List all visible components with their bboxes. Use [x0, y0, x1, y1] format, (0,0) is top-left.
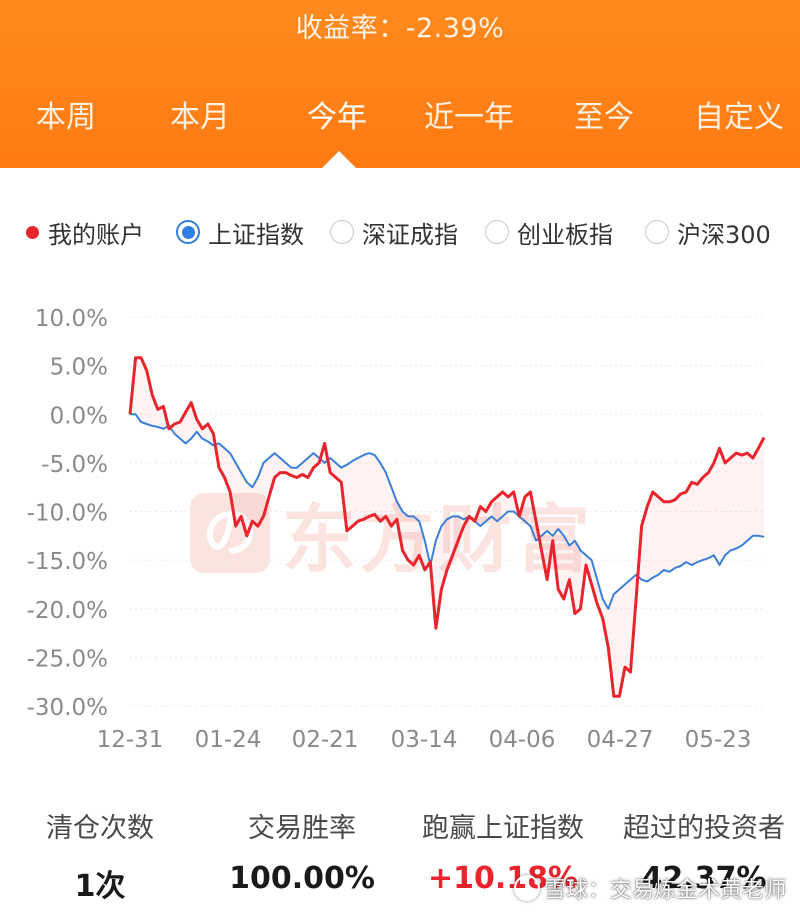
stat-outperform-index: 跑赢上证指数 +10.18% — [403, 806, 603, 896]
xueqiu-snowball-icon — [513, 875, 540, 901]
x-tick-label: 12-31 — [97, 727, 164, 753]
stat-win-rate: 交易胜率 100.00% — [202, 806, 402, 896]
legend-option-sse[interactable]: 上证指数 — [176, 212, 304, 252]
xueqiu-credit: 雪球：交易炼金术黄老师 — [513, 872, 786, 904]
stat-value: 42.37% — [641, 861, 767, 896]
legend-label: 我的账户 — [48, 220, 144, 249]
active-tab-pointer — [322, 151, 356, 168]
radio-icon[interactable] — [645, 220, 669, 244]
radio-selected-icon[interactable] — [176, 220, 200, 244]
legend-label: 创业板指 — [517, 220, 613, 249]
y-tick-label: 0.0% — [50, 403, 108, 429]
difference-fill — [130, 357, 764, 697]
y-tick-label: -10.0% — [27, 501, 108, 527]
y-tick-label: -15.0% — [27, 549, 108, 575]
tab-this-month[interactable]: 本月 — [170, 100, 230, 135]
return-rate-title: 收益率：-2.39% — [295, 13, 505, 44]
stat-clear-count: 清仓次数 1次 — [0, 806, 200, 905]
red-dot-icon — [26, 225, 39, 239]
stat-label: 清仓次数 — [46, 813, 154, 844]
y-tick-label: 10.0% — [35, 306, 108, 332]
tab-last-year[interactable]: 近一年 — [424, 100, 514, 135]
stat-label: 交易胜率 — [248, 813, 356, 844]
tab-to-date[interactable]: 至今 — [574, 100, 634, 135]
stats-row: 清仓次数 1次 交易胜率 100.00% 跑赢上证指数 +10.18% 超过的投… — [0, 806, 800, 916]
legend-option-chinext[interactable]: 创业板指 — [485, 212, 613, 252]
stat-label: 跑赢上证指数 — [422, 813, 584, 844]
y-tick-label: -30.0% — [27, 695, 108, 721]
tab-this-year[interactable]: 今年 — [307, 100, 367, 135]
legend-option-szse[interactable]: 深证成指 — [330, 212, 458, 252]
x-tick-label: 04-27 — [587, 727, 654, 753]
x-tick-label: 02-21 — [292, 727, 359, 753]
stat-value: 100.00% — [229, 861, 375, 896]
y-tick-label: -20.0% — [27, 598, 108, 624]
legend-my-account: 我的账户 — [26, 212, 144, 252]
credit-text: 雪球：交易炼金术黄老师 — [543, 878, 786, 903]
series — [128, 356, 766, 698]
header: 收益率：-2.39% 本周 本月 今年 近一年 至今 自定义 — [0, 0, 800, 168]
y-tick-label: 5.0% — [50, 355, 108, 381]
tab-custom[interactable]: 自定义 — [694, 100, 784, 135]
stat-value: +10.18% — [427, 861, 579, 896]
legend-label: 深证成指 — [362, 220, 458, 249]
legend: 我的账户 上证指数 深证成指 创业板指 沪深300 — [0, 212, 800, 252]
x-tick-label: 05-23 — [685, 727, 752, 753]
stat-beat-investors: 超过的投资者 42.37% — [604, 806, 800, 896]
x-tick-label: 01-24 — [195, 727, 262, 753]
stat-value: 1次 — [74, 869, 126, 904]
stat-label: 超过的投资者 — [623, 813, 785, 844]
tab-this-week[interactable]: 本周 — [36, 100, 96, 135]
radio-icon[interactable] — [330, 220, 354, 244]
series-line-my-account — [128, 356, 766, 698]
series-line-sse-index — [130, 413, 765, 610]
x-axis-ticks: 12-31 01-24 02-21 03-14 04-06 04-27 05-23 — [97, 727, 752, 753]
legend-label: 沪深300 — [677, 220, 771, 249]
x-tick-label: 03-14 — [391, 727, 458, 753]
radio-icon[interactable] — [485, 220, 509, 244]
legend-option-csi300[interactable]: 沪深300 — [645, 212, 771, 252]
legend-label: 上证指数 — [208, 220, 304, 249]
period-tabs: 本周 本月 今年 近一年 至今 自定义 — [0, 92, 800, 142]
x-tick-label: 04-06 — [489, 727, 556, 753]
performance-chart: 10.0% 5.0% 0.0% -5.0% -10.0% -15.0% -20.0% -25.… — [27, 306, 766, 753]
y-axis-ticks: 10.0% 5.0% 0.0% -5.0% -10.0% -15.0% -20.0% -25.… — [27, 306, 108, 721]
y-tick-label: -25.0% — [27, 646, 108, 672]
y-tick-label: -5.0% — [41, 452, 108, 478]
